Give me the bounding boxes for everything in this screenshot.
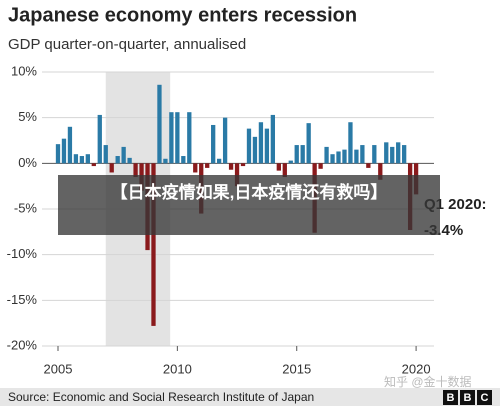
logo-letter: C bbox=[481, 392, 489, 404]
bar bbox=[127, 157, 132, 164]
bar bbox=[157, 84, 162, 164]
bar bbox=[372, 145, 377, 164]
bar bbox=[240, 163, 246, 167]
bar bbox=[330, 154, 335, 164]
bar bbox=[336, 151, 341, 164]
bar bbox=[211, 124, 216, 164]
bar bbox=[115, 156, 120, 164]
bar bbox=[103, 145, 108, 164]
bar bbox=[378, 163, 383, 180]
bar bbox=[318, 163, 323, 169]
logo-letter: B bbox=[447, 392, 455, 404]
logo-box bbox=[477, 390, 492, 405]
bar bbox=[264, 128, 270, 164]
bar bbox=[342, 149, 347, 164]
bar bbox=[324, 146, 329, 164]
y-tick-label: -10% bbox=[7, 246, 38, 261]
bar bbox=[222, 117, 228, 164]
bar bbox=[85, 154, 90, 164]
bar bbox=[234, 163, 240, 187]
bar bbox=[276, 163, 281, 171]
y-tick-label: 0% bbox=[18, 155, 37, 170]
y-tick-label: -15% bbox=[7, 292, 38, 307]
bar bbox=[366, 163, 371, 168]
bar bbox=[390, 146, 395, 164]
source-bar bbox=[0, 388, 500, 406]
chart-subtitle: GDP quarter-on-quarter, annualised bbox=[8, 36, 246, 53]
bar bbox=[228, 163, 234, 170]
bar bbox=[169, 112, 174, 164]
bar bbox=[258, 122, 264, 164]
x-tick-label: 2020 bbox=[402, 361, 431, 376]
bar bbox=[282, 163, 287, 178]
bar bbox=[306, 123, 311, 164]
bar bbox=[97, 114, 102, 164]
bar bbox=[61, 138, 67, 164]
bar bbox=[300, 145, 305, 164]
bar bbox=[348, 122, 353, 164]
x-tick-label: 2005 bbox=[44, 361, 73, 376]
bar bbox=[109, 163, 114, 173]
bar bbox=[151, 163, 156, 326]
chart-title: Japanese economy enters recession bbox=[8, 4, 357, 26]
bar bbox=[163, 158, 168, 164]
bar bbox=[73, 154, 79, 164]
logo-letter: B bbox=[464, 392, 472, 404]
logo-box bbox=[443, 390, 458, 405]
x-tick-label: 2015 bbox=[282, 361, 311, 376]
bar bbox=[175, 112, 180, 164]
overlay-banner: 【日本疫情如果,日本疫情还有救吗】 bbox=[58, 175, 440, 235]
watermark: 知乎 @金十数据 bbox=[384, 374, 472, 389]
bar bbox=[396, 142, 401, 164]
bar bbox=[270, 114, 276, 164]
bar bbox=[205, 163, 210, 168]
source: Source: Economic and Social Research Ins… bbox=[8, 390, 314, 404]
bar bbox=[55, 144, 61, 164]
bar bbox=[181, 156, 186, 164]
y-tick-label: -20% bbox=[7, 337, 38, 352]
bar bbox=[67, 126, 73, 164]
bar bbox=[91, 163, 96, 167]
bar bbox=[294, 145, 299, 164]
y-tick-label: -5% bbox=[14, 200, 38, 215]
bar bbox=[288, 160, 293, 164]
bar bbox=[360, 145, 365, 164]
y-tick-label: 5% bbox=[18, 109, 37, 124]
bar bbox=[354, 149, 359, 164]
bar bbox=[79, 156, 85, 164]
x-tick-label: 2010 bbox=[163, 361, 192, 376]
logo-box bbox=[460, 390, 475, 405]
bar bbox=[402, 145, 407, 164]
bar bbox=[133, 163, 138, 178]
bar bbox=[246, 128, 252, 164]
bar bbox=[216, 158, 222, 164]
bar bbox=[187, 112, 192, 164]
y-tick-label: 10% bbox=[11, 63, 37, 78]
bar bbox=[121, 146, 126, 164]
bar bbox=[193, 163, 198, 173]
bar bbox=[252, 136, 258, 164]
bar bbox=[384, 142, 389, 164]
